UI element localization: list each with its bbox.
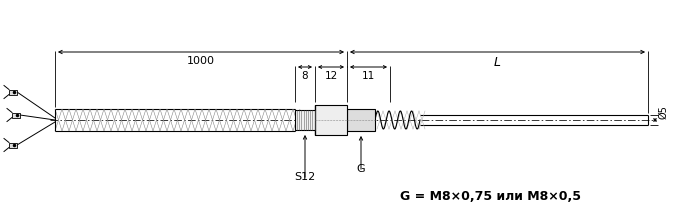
Bar [315,105,347,135]
Bar [295,110,315,130]
Bar [9,143,17,147]
Text: G: G [357,164,366,174]
Bar [12,112,20,118]
Text: Ø5: Ø5 [658,105,668,119]
Text: 8: 8 [302,71,308,81]
Bar [9,89,17,95]
Text: S12: S12 [294,172,315,182]
Text: 1000: 1000 [187,56,215,66]
Text: G = M8×0,75 или M8×0,5: G = M8×0,75 или M8×0,5 [399,190,580,203]
Bar [347,109,375,131]
Text: L: L [494,56,501,69]
Text: 12: 12 [324,71,338,81]
Text: 11: 11 [362,71,375,81]
